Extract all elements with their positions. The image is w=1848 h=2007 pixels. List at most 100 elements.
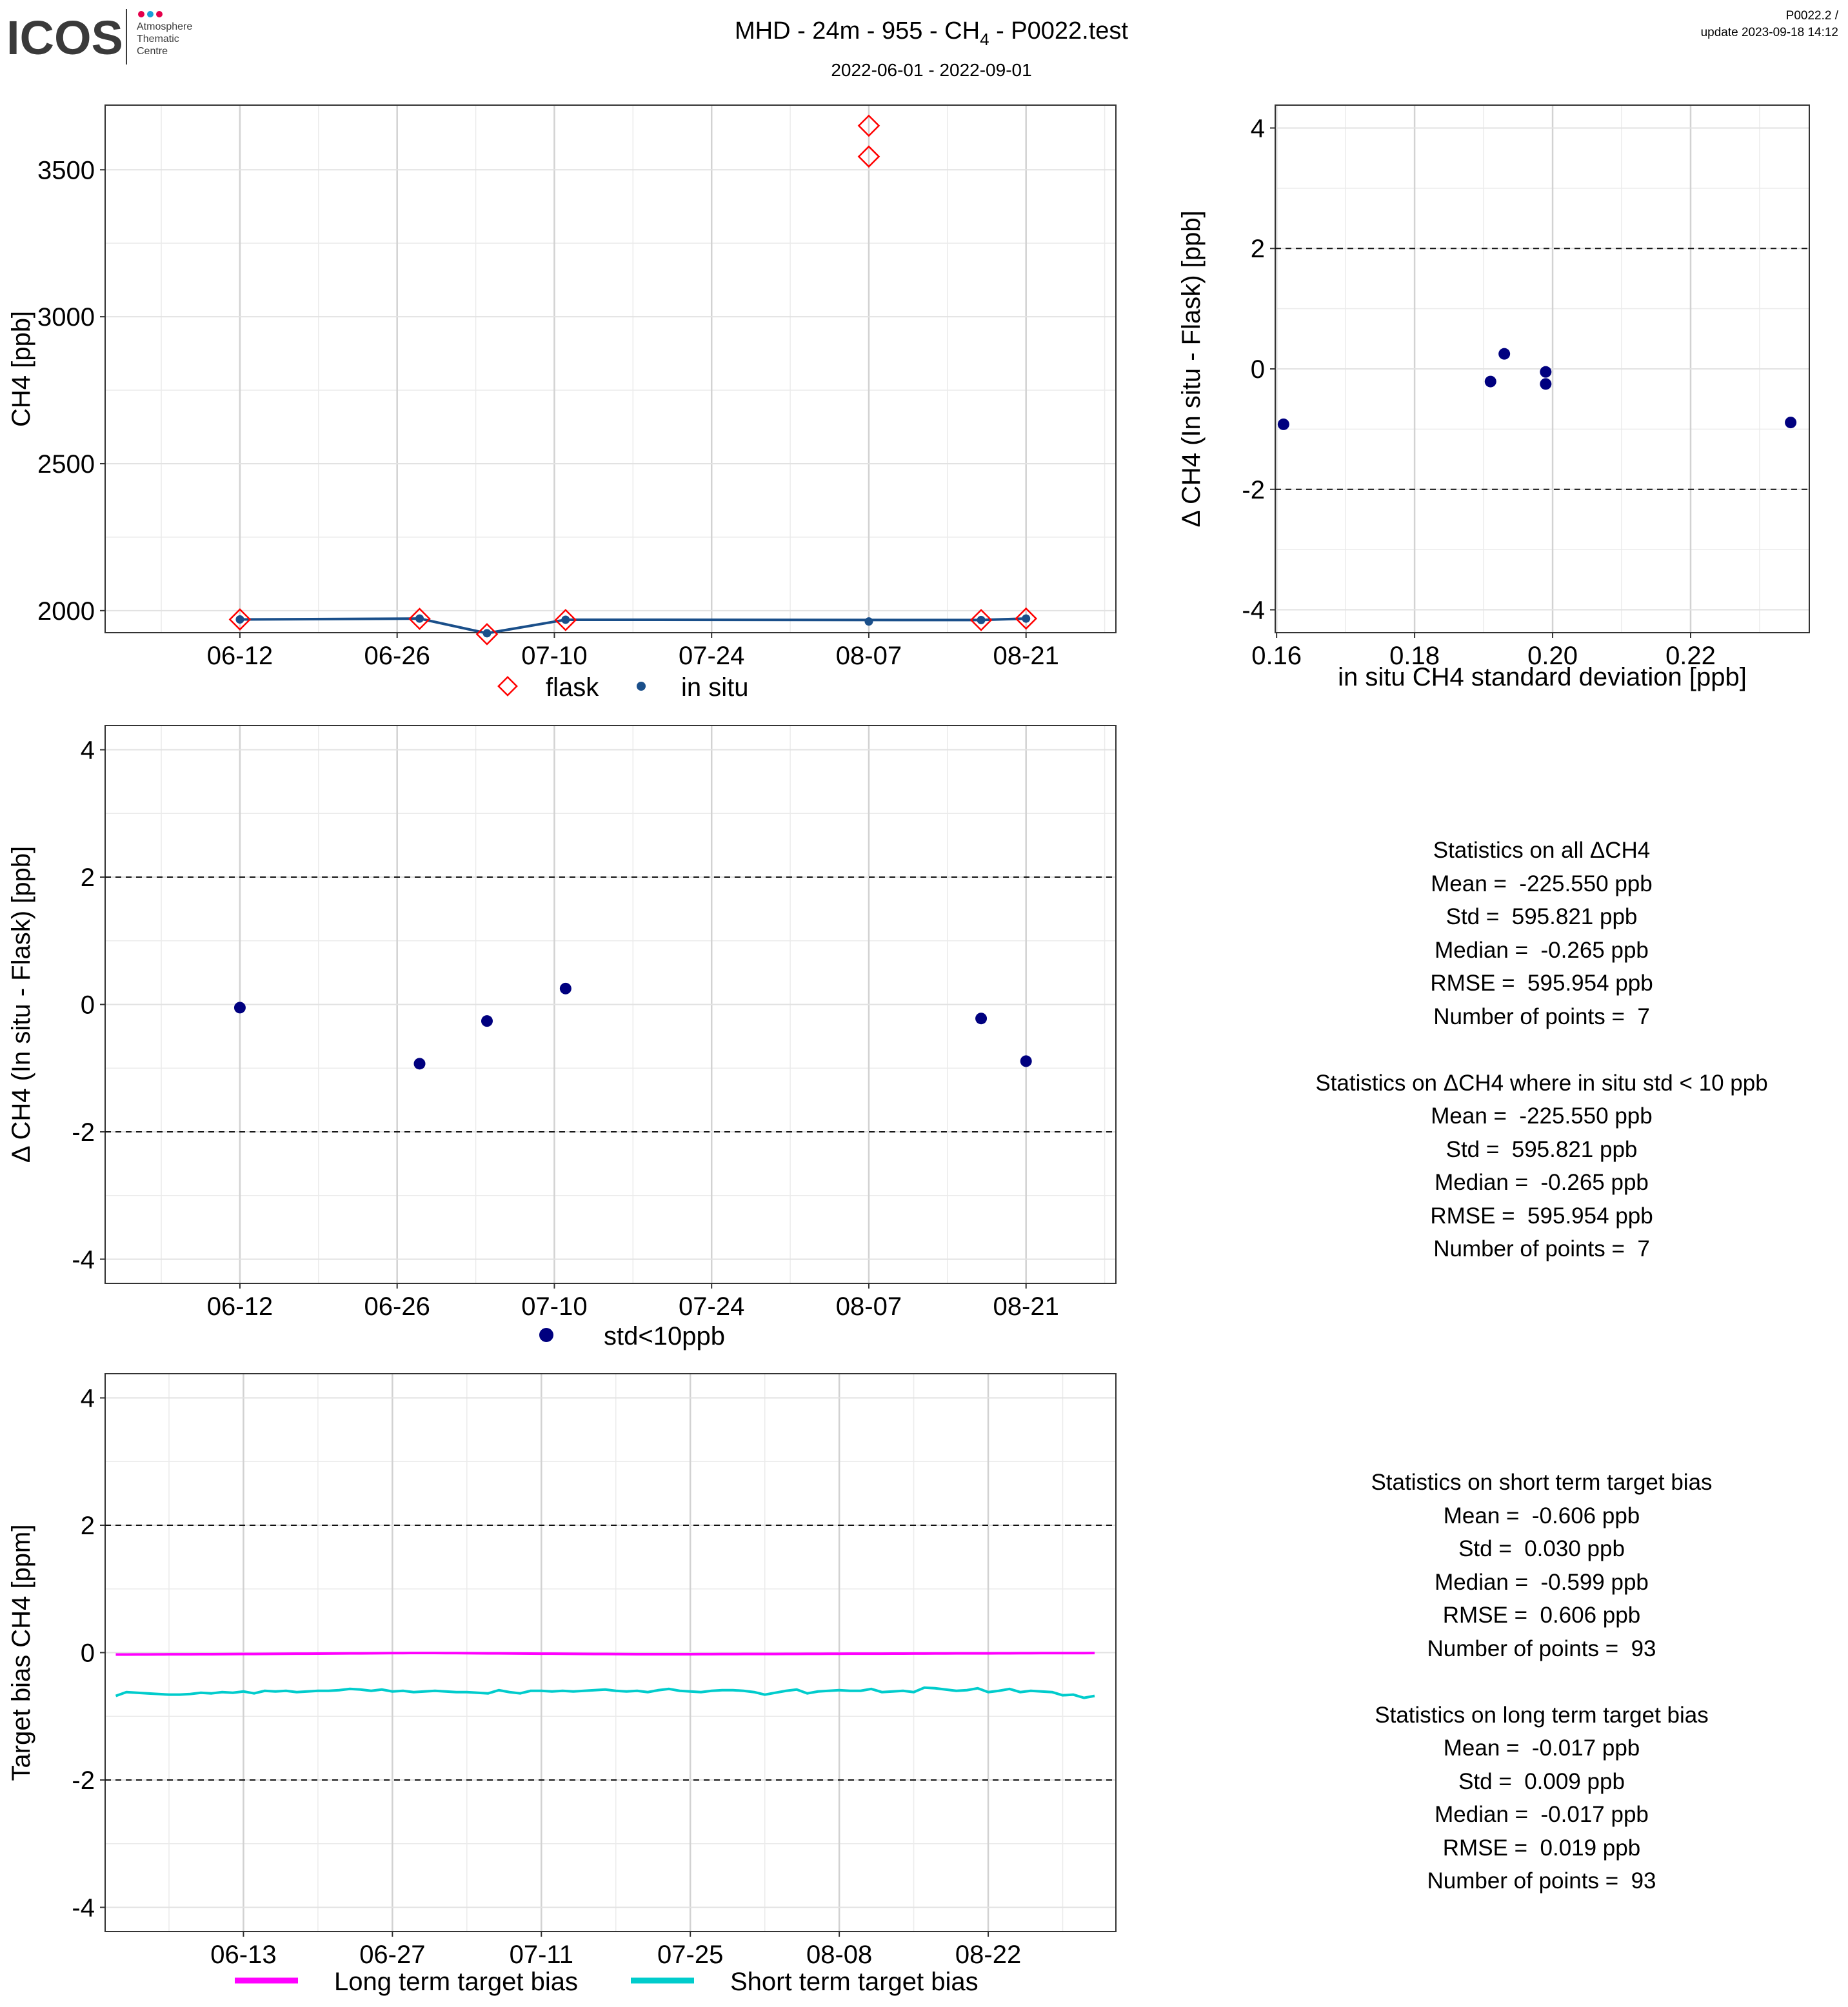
x-tick-label: 0.18 — [1389, 642, 1440, 670]
stats-filtered-n: Number of points = 7 — [1433, 1236, 1650, 1261]
stats-short-n: Number of points = 93 — [1427, 1636, 1656, 1661]
stats-long-title: Statistics on long term target bias — [1375, 1702, 1709, 1728]
legend-long-label: Long term target bias — [334, 1968, 578, 1996]
logo-sub-1: Atmosphere — [137, 21, 192, 32]
y-tick-label: 2000 — [37, 597, 95, 626]
insitu-point — [977, 615, 986, 624]
delta-vs-std-panel: 0.16 0.18 0.20 0.22 -4 -2 0 2 4 Δ CH4 (In situ - … — [1177, 104, 1810, 691]
y-tick-label: 2 — [81, 1512, 95, 1540]
x-tick-label: 08-07 — [836, 1292, 902, 1321]
delta-std-point — [1540, 378, 1552, 390]
delta-time-point — [1020, 1055, 1032, 1067]
update-label: update 2023-09-18 14:12 — [1701, 26, 1838, 39]
stats-all-title: Statistics on all ΔCH4 — [1433, 838, 1651, 863]
stats-filtered-rmse: RMSE = 595.954 ppb — [1430, 1203, 1653, 1229]
short-term-line — [115, 1686, 1095, 1699]
version-label: P0022.2 / — [1786, 9, 1839, 23]
x-tick-label: 07-11 — [510, 1941, 573, 1969]
stats-long-std: Std = 0.009 ppb — [1458, 1768, 1625, 1794]
stats-short-rmse: RMSE = 0.606 ppb — [1442, 1603, 1641, 1628]
stats-all-std: Std = 595.821 ppb — [1446, 904, 1638, 929]
legend-short-label: Short term target bias — [730, 1968, 979, 1996]
stats-all-rmse: RMSE = 595.954 ppb — [1430, 971, 1653, 996]
stats-short-title: Statistics on short term target bias — [1371, 1470, 1713, 1495]
flask-point — [857, 145, 880, 168]
stats-long-mean: Mean = -0.017 ppb — [1443, 1735, 1640, 1761]
logo-text: ICOS — [6, 11, 123, 64]
ch4-timeseries-panel: 06-12 06-26 07-10 07-24 08-07 08-21 2000 2500 30… — [7, 104, 1117, 670]
long-term-line — [115, 1652, 1095, 1656]
x-tick-label: 08-21 — [993, 642, 1059, 670]
x-tick-label: 07-10 — [521, 642, 587, 670]
flask-point — [1015, 607, 1038, 630]
y-tick-label: 0 — [81, 991, 95, 1020]
stats-all-mean: Mean = -225.550 ppb — [1431, 871, 1653, 896]
stats-short-median: Median = -0.599 ppb — [1435, 1569, 1649, 1595]
stats-long-median: Median = -0.017 ppb — [1435, 1802, 1649, 1827]
y-tick-label: -2 — [72, 1118, 95, 1147]
x-tick-label: 08-08 — [806, 1941, 872, 1969]
stats-filtered-title: Statistics on ΔCH4 where in situ std < 1… — [1315, 1070, 1768, 1096]
insitu-point — [864, 617, 873, 626]
y-axis-label: Target bias CH4 [ppm] — [7, 1525, 35, 1781]
delta-std-point — [1484, 375, 1496, 388]
y-tick-label: -4 — [72, 1893, 95, 1922]
insitu-line — [239, 617, 1026, 635]
legend-flask-label: flask — [546, 673, 599, 702]
x-tick-label: 07-25 — [657, 1941, 723, 1969]
delta-std-point — [1540, 366, 1552, 378]
y-tick-label: 2 — [81, 864, 95, 892]
insitu-point — [482, 629, 492, 638]
legend-insitu-label: in situ — [681, 673, 749, 702]
logo-dot-blue — [147, 11, 154, 17]
page-subtitle: 2022-06-01 - 2022-09-01 — [831, 60, 1031, 80]
delta-time-point — [233, 1002, 246, 1014]
insitu-point — [561, 615, 570, 624]
x-tick-label: 06-27 — [359, 1941, 425, 1969]
stats-target-block: Statistics on short term target bias Mea… — [1284, 1466, 1800, 1898]
stats-filtered-mean: Mean = -225.550 ppb — [1431, 1103, 1653, 1129]
flask-point — [857, 114, 880, 137]
x-tick-label: 06-26 — [364, 642, 430, 670]
stats-short-std: Std = 0.030 ppb — [1458, 1536, 1625, 1561]
x-tick-label: 0.20 — [1527, 642, 1578, 670]
legend-std-marker — [539, 1328, 553, 1342]
flask-point — [408, 608, 431, 630]
y-tick-label: 0 — [1251, 355, 1265, 384]
legend-std-label: std<10ppb — [604, 1322, 725, 1350]
flask-point — [554, 609, 577, 631]
delta-timeseries-panel: 06-12 06-26 07-10 07-24 08-07 08-21 -4 -2 0 2 4 Δ C… — [7, 725, 1117, 1321]
flask-point — [475, 622, 499, 646]
delta-time-point — [559, 982, 571, 994]
delta-time-point — [975, 1013, 988, 1025]
y-tick-label: 2 — [1251, 235, 1265, 263]
y-tick-label: -4 — [1242, 597, 1265, 625]
flask-point — [228, 608, 252, 631]
page-title: MHD - 24m - 955 - CH4 - P0022.test — [735, 17, 1128, 49]
logo-sub-3: Centre — [137, 46, 168, 57]
x-tick-label: 07-10 — [521, 1292, 587, 1321]
target-bias-panel: 06-13 06-27 07-11 07-25 08-08 08-22 -4 -2 0 2 4 Tar… — [7, 1373, 1117, 1969]
x-tick-label: 06-26 — [364, 1292, 430, 1321]
logo-sub-2: Thematic — [137, 34, 179, 44]
y-tick-label: 4 — [81, 737, 95, 765]
y-axis-label: Δ CH4 (In situ - Flask) [ppb] — [7, 846, 35, 1163]
x-tick-label: 06-13 — [210, 1941, 276, 1969]
insitu-point — [415, 614, 424, 623]
legend-insitu-marker — [637, 682, 646, 691]
legend-std: std<10ppb — [539, 1322, 725, 1350]
x-tick-label: 07-24 — [679, 642, 744, 670]
stats-filtered-std: Std = 595.821 ppb — [1446, 1136, 1638, 1162]
stats-long-n: Number of points = 93 — [1427, 1868, 1656, 1893]
stats-short-mean: Mean = -0.606 ppb — [1443, 1503, 1640, 1528]
logo-dot-red — [138, 11, 144, 17]
delta-time-point — [481, 1015, 493, 1027]
insitu-point — [1022, 614, 1031, 623]
y-tick-label: 4 — [81, 1385, 95, 1413]
x-tick-label: 08-21 — [993, 1292, 1059, 1321]
delta-time-point — [413, 1058, 426, 1070]
y-tick-label: 4 — [1251, 114, 1265, 143]
x-tick-label: 06-12 — [207, 642, 273, 670]
y-tick-label: 3000 — [37, 303, 95, 331]
x-tick-label: 08-07 — [836, 642, 902, 670]
